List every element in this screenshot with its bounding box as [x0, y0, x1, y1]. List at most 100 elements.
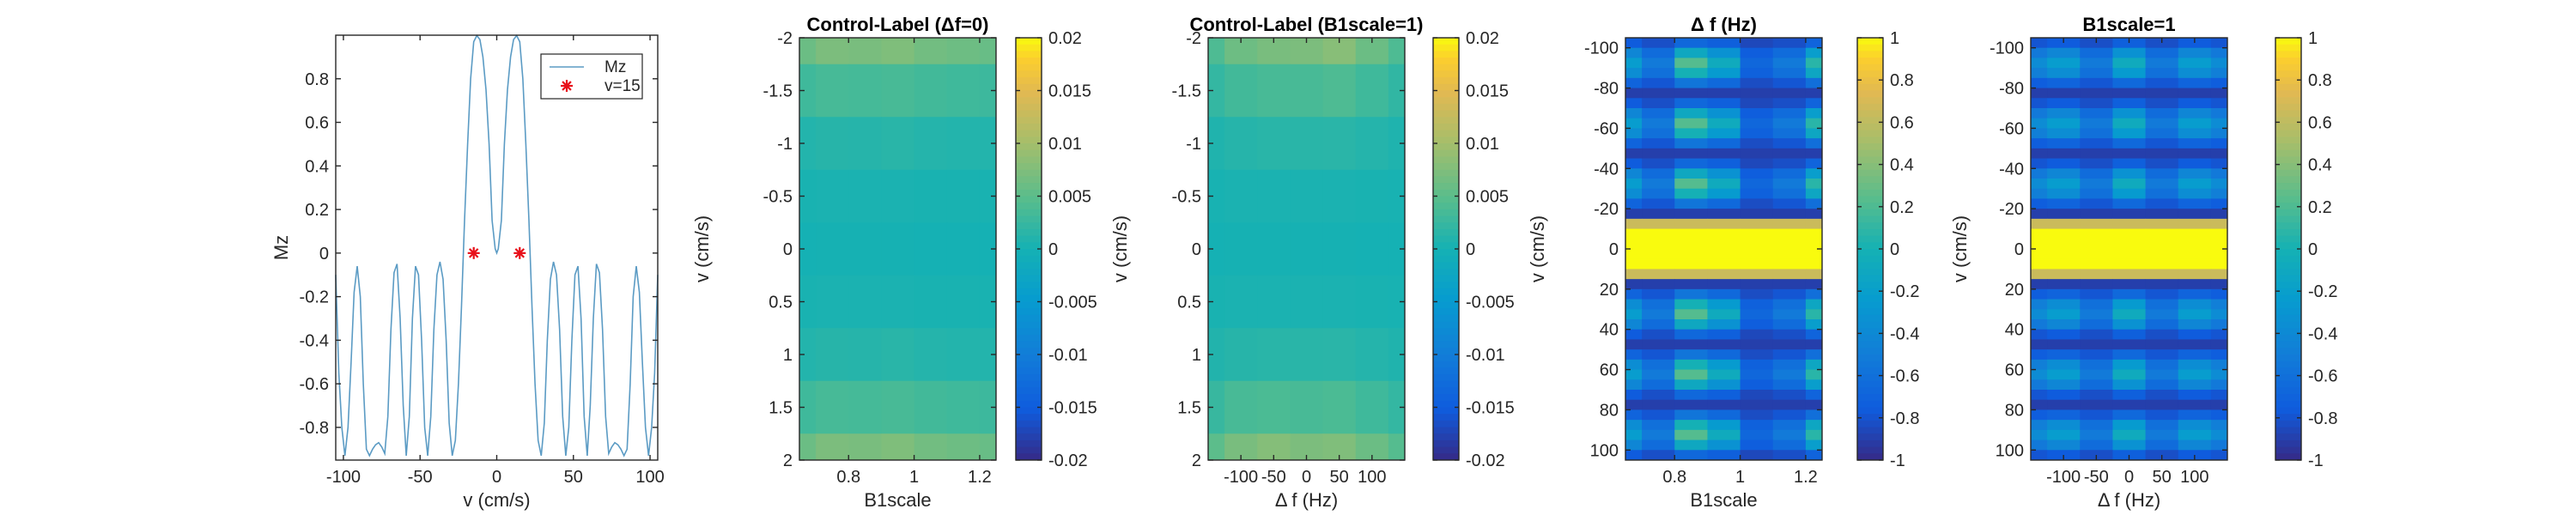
heatmap-cell: [1740, 379, 1774, 391]
colorbar-tick-label: 0: [1890, 240, 1899, 259]
heatmap-cell: [881, 275, 915, 329]
colorbar-band: [1016, 314, 1042, 323]
heatmap-cell: [1805, 409, 1823, 421]
heatmap-ytick-label: -2: [777, 29, 793, 48]
heatmap-ytick-label: -100: [1990, 39, 2024, 58]
colorbar-band: [1433, 321, 1459, 329]
heatmap-cell: [1674, 329, 1708, 340]
heatmap-cell: [2145, 309, 2179, 320]
heatmap-cell: [2210, 309, 2228, 320]
heatmap-cell: [1208, 275, 1225, 329]
heatmap-cell: [1625, 118, 1643, 129]
heatmap-cell: [1805, 218, 1823, 230]
heatmap-cell: [2112, 209, 2147, 220]
colorbar-band: [1016, 275, 1042, 282]
mz-ytick-label: -0.6: [300, 375, 329, 394]
heatmap-cell: [1625, 420, 1643, 431]
colorbar-band: [2275, 249, 2301, 257]
heatmap-cell: [2047, 299, 2081, 310]
heatmap-cell: [2047, 88, 2081, 99]
heatmap-cell: [1805, 179, 1823, 190]
heatmap-ytick-label: -40: [1594, 160, 1619, 179]
colorbar-tick-label: 0: [2308, 240, 2318, 259]
heatmap-cell: [2145, 399, 2179, 410]
heatmap-cell: [1674, 379, 1708, 391]
heatmap-cell: [1355, 328, 1389, 382]
heatmap-cell: [1772, 420, 1807, 431]
heatmap-ytick-label: 2: [1192, 451, 1201, 470]
heatmap-cell: [2178, 409, 2212, 421]
colorbar-tick-label: 0.2: [1890, 198, 1914, 217]
colorbar-band: [1433, 196, 1459, 203]
colorbar-band: [1857, 387, 1883, 395]
heatmap-cell: [1674, 249, 1708, 260]
heatmap-cell: [1740, 77, 1774, 89]
heatmap-cell: [1290, 222, 1324, 276]
heatmap-cell: [2031, 168, 2048, 179]
heatmap-cell: [2031, 379, 2048, 391]
heatmap-cell: [1805, 88, 1823, 99]
heatmap-cell: [2047, 179, 2081, 190]
heatmap-cell: [914, 117, 948, 171]
heatmap-cell: [1674, 209, 1708, 220]
heatmap-cell: [2080, 198, 2113, 209]
colorbar-band: [1857, 123, 1883, 131]
heatmap-cell: [1257, 64, 1291, 118]
colorbar-tick-label: -0.02: [1466, 451, 1505, 470]
heatmap-cell: [1707, 38, 1741, 49]
colorbar-tick-label: 0.2: [2308, 198, 2332, 217]
heatmap-1-ylabel: v (cm/s): [691, 215, 713, 282]
heatmap-ytick-label: 20: [2005, 281, 2024, 300]
heatmap-cell: [1224, 222, 1258, 276]
heatmap-cell: [1740, 118, 1774, 129]
heatmap-cell: [2210, 390, 2228, 401]
heatmap-ytick-label: 1.5: [769, 399, 793, 418]
heatmap-cell: [1772, 390, 1807, 401]
heatmap-cell: [2210, 98, 2228, 109]
heatmap-cell: [1674, 38, 1708, 49]
colorbar-band: [1433, 58, 1459, 65]
colorbar-band: [1016, 163, 1042, 171]
heatmap-cell: [2031, 88, 2048, 99]
colorbar-band: [1857, 103, 1883, 112]
colorbar-band: [1857, 427, 1883, 434]
colorbar-band: [1433, 169, 1459, 177]
heatmap-cell: [1805, 339, 1823, 350]
heatmap-cell: [2145, 288, 2179, 300]
heatmap-cell: [1674, 450, 1708, 461]
heatmap-cell: [2031, 249, 2048, 260]
heatmap-cell: [2031, 108, 2048, 119]
heatmap-cell: [816, 38, 849, 65]
heatmap-cell: [2047, 148, 2081, 160]
heatmap-cell: [1805, 319, 1823, 330]
heatmap-cell: [2047, 288, 2081, 300]
colorbar-band: [2275, 367, 2301, 375]
heatmap-cell: [1674, 349, 1708, 360]
colorbar-tick-label: -0.2: [2308, 282, 2337, 301]
heatmap-cell: [2145, 269, 2179, 280]
colorbar-tick-label: 0.005: [1048, 188, 1091, 207]
heatmap-cell: [1740, 188, 1774, 199]
heatmap-cell: [1322, 169, 1357, 223]
heatmap-cell: [2112, 359, 2147, 371]
colorbar-band: [1433, 235, 1459, 243]
colorbar-tick-label: 0.02: [1048, 29, 1082, 48]
heatmap-cell: [1740, 128, 1774, 139]
heatmap-cell: [2210, 319, 2228, 330]
colorbar-band: [1433, 136, 1459, 144]
heatmap-cell: [1674, 439, 1708, 451]
heatmap-cell: [2210, 108, 2228, 119]
heatmap-cell: [1772, 38, 1807, 49]
heatmap-cell: [2112, 77, 2147, 89]
heatmap-cell: [2031, 309, 2048, 320]
colorbar-band: [1433, 163, 1459, 171]
colorbar-band: [1433, 380, 1459, 388]
colorbar-band: [1016, 196, 1042, 203]
heatmap-cell: [1740, 269, 1774, 280]
heatmap-ytick-label: -1: [1186, 135, 1201, 154]
heatmap-cell: [914, 275, 948, 329]
heatmap-cell: [2112, 128, 2147, 139]
heatmap-cell: [1674, 228, 1708, 239]
heatmap-cell: [2178, 399, 2212, 410]
colorbar-band: [1857, 189, 1883, 197]
